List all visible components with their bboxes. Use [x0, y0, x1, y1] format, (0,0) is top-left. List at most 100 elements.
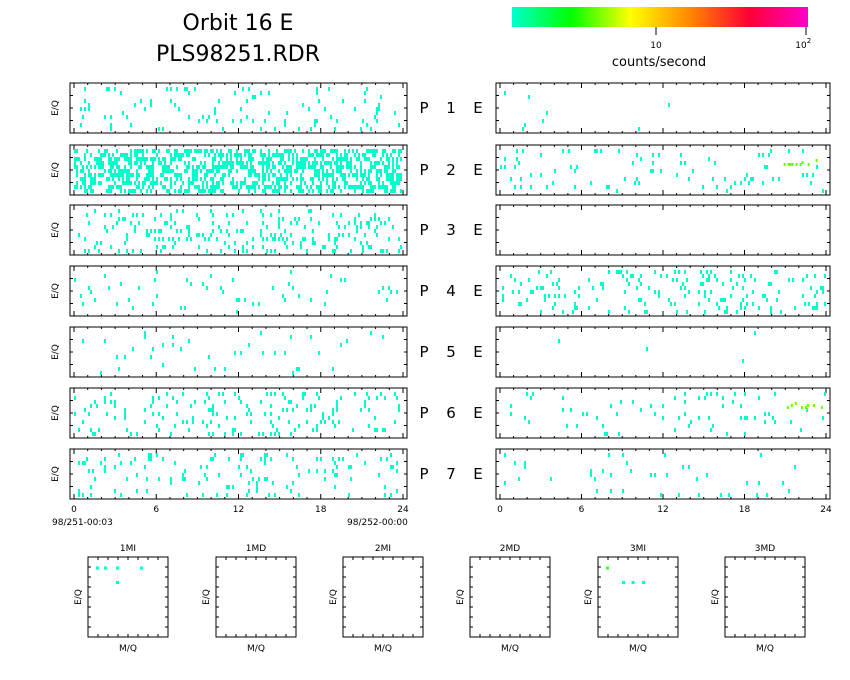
data-pixel: [168, 189, 170, 193]
data-pixel: [276, 181, 278, 185]
data-pixel: [170, 99, 172, 103]
data-pixel: [270, 404, 272, 408]
data-pixel: [84, 185, 86, 189]
data-pixel: [184, 87, 186, 91]
data-pixel: [374, 229, 376, 233]
data-pixel: [620, 270, 622, 274]
data-pixel: [390, 181, 392, 185]
data-pixel: [176, 177, 178, 181]
data-pixel: [210, 457, 212, 461]
data-pixel: [84, 173, 86, 177]
mass-panel-xlabel: M/Q: [247, 644, 265, 654]
data-pixel: [502, 298, 504, 302]
data-pixel: [276, 189, 278, 193]
data-pixel: [394, 181, 396, 185]
data-pixel: [88, 286, 90, 290]
data-pixel: [316, 428, 318, 432]
data-pixel: [336, 237, 338, 241]
data-pixel: [522, 127, 524, 131]
data-pixel: [220, 149, 222, 153]
data-pixel: [604, 432, 606, 436]
data-pixel: [558, 286, 560, 290]
data-pixel: [572, 310, 574, 314]
data-pixel: [386, 249, 388, 253]
data-pixel: [334, 149, 336, 153]
data-pixel: [712, 424, 714, 428]
data-pixel: [314, 157, 316, 161]
data-pixel: [810, 181, 812, 185]
data-pixel: [94, 400, 96, 404]
data-pixel: [602, 424, 604, 428]
data-pixel: [398, 165, 400, 169]
data-pixel: [710, 290, 712, 294]
data-pixel: [208, 408, 210, 412]
data-pixel: [518, 290, 520, 294]
data-pixel: [398, 149, 400, 153]
data-pixel: [196, 185, 198, 189]
data-pixel: [320, 181, 322, 185]
data-pixel: [758, 306, 760, 310]
data-pixel: [354, 392, 356, 396]
data-pixel: [292, 457, 294, 461]
data-pixel: [260, 331, 262, 335]
data-pixel: [242, 229, 244, 233]
data-pixel: [110, 173, 112, 177]
data-pixel: [244, 153, 246, 157]
data-pixel: [148, 233, 150, 237]
data-pixel: [384, 428, 386, 432]
data-pixel: [328, 173, 330, 177]
data-pixel: [82, 339, 84, 343]
data-pixel: [196, 173, 198, 177]
data-pixel: [286, 169, 288, 173]
data-pixel: [328, 185, 330, 189]
data-pixel: [380, 221, 382, 225]
data-pixel: [772, 177, 774, 181]
data-pixel: [104, 274, 106, 278]
data-pixel: [148, 457, 150, 461]
data-pixel: [650, 169, 652, 173]
data-pixel: [314, 169, 316, 173]
data-pixel: [102, 165, 104, 169]
data-pixel: [210, 274, 212, 278]
data-pixel: [272, 237, 274, 241]
data-pixel: [152, 149, 154, 153]
data-pixel: [126, 157, 128, 161]
data-pixel: [762, 181, 764, 185]
data-pixel: [666, 473, 668, 477]
data-pixel: [356, 149, 358, 153]
data-pixel: [802, 278, 804, 282]
data-pixel-high: [801, 161, 804, 164]
data-pixel: [324, 477, 326, 481]
data-pixel: [358, 157, 360, 161]
data-pixel: [270, 412, 272, 416]
data-pixel: [140, 161, 142, 165]
data-pixel: [84, 408, 86, 412]
data-pixel: [744, 416, 746, 420]
data-pixel: [336, 157, 338, 161]
data-pixel: [224, 173, 226, 177]
data-pixel: [110, 165, 112, 169]
data-pixel: [320, 420, 322, 424]
data-pixel: [260, 161, 262, 165]
data-pixel: [368, 225, 370, 229]
data-pixel: [292, 157, 294, 161]
data-pixel: [624, 290, 626, 294]
data-pixel: [246, 493, 248, 497]
data-pixel: [364, 91, 366, 95]
data-pixel: [304, 237, 306, 241]
data-pixel: [208, 432, 210, 436]
data-pixel: [274, 249, 276, 253]
data-pixel: [382, 161, 384, 165]
data-pixel: [108, 87, 110, 91]
data-pixel: [622, 274, 624, 278]
data-pixel: [564, 294, 566, 298]
data-pixel: [336, 177, 338, 181]
data-pixel: [74, 185, 76, 189]
data-pixel: [362, 189, 364, 193]
data-pixel: [124, 241, 126, 245]
data-pixel: [590, 473, 592, 477]
data-pixel: [212, 457, 214, 461]
data-pixel: [194, 400, 196, 404]
data-pixel: [226, 153, 228, 157]
data-pixel: [262, 173, 264, 177]
